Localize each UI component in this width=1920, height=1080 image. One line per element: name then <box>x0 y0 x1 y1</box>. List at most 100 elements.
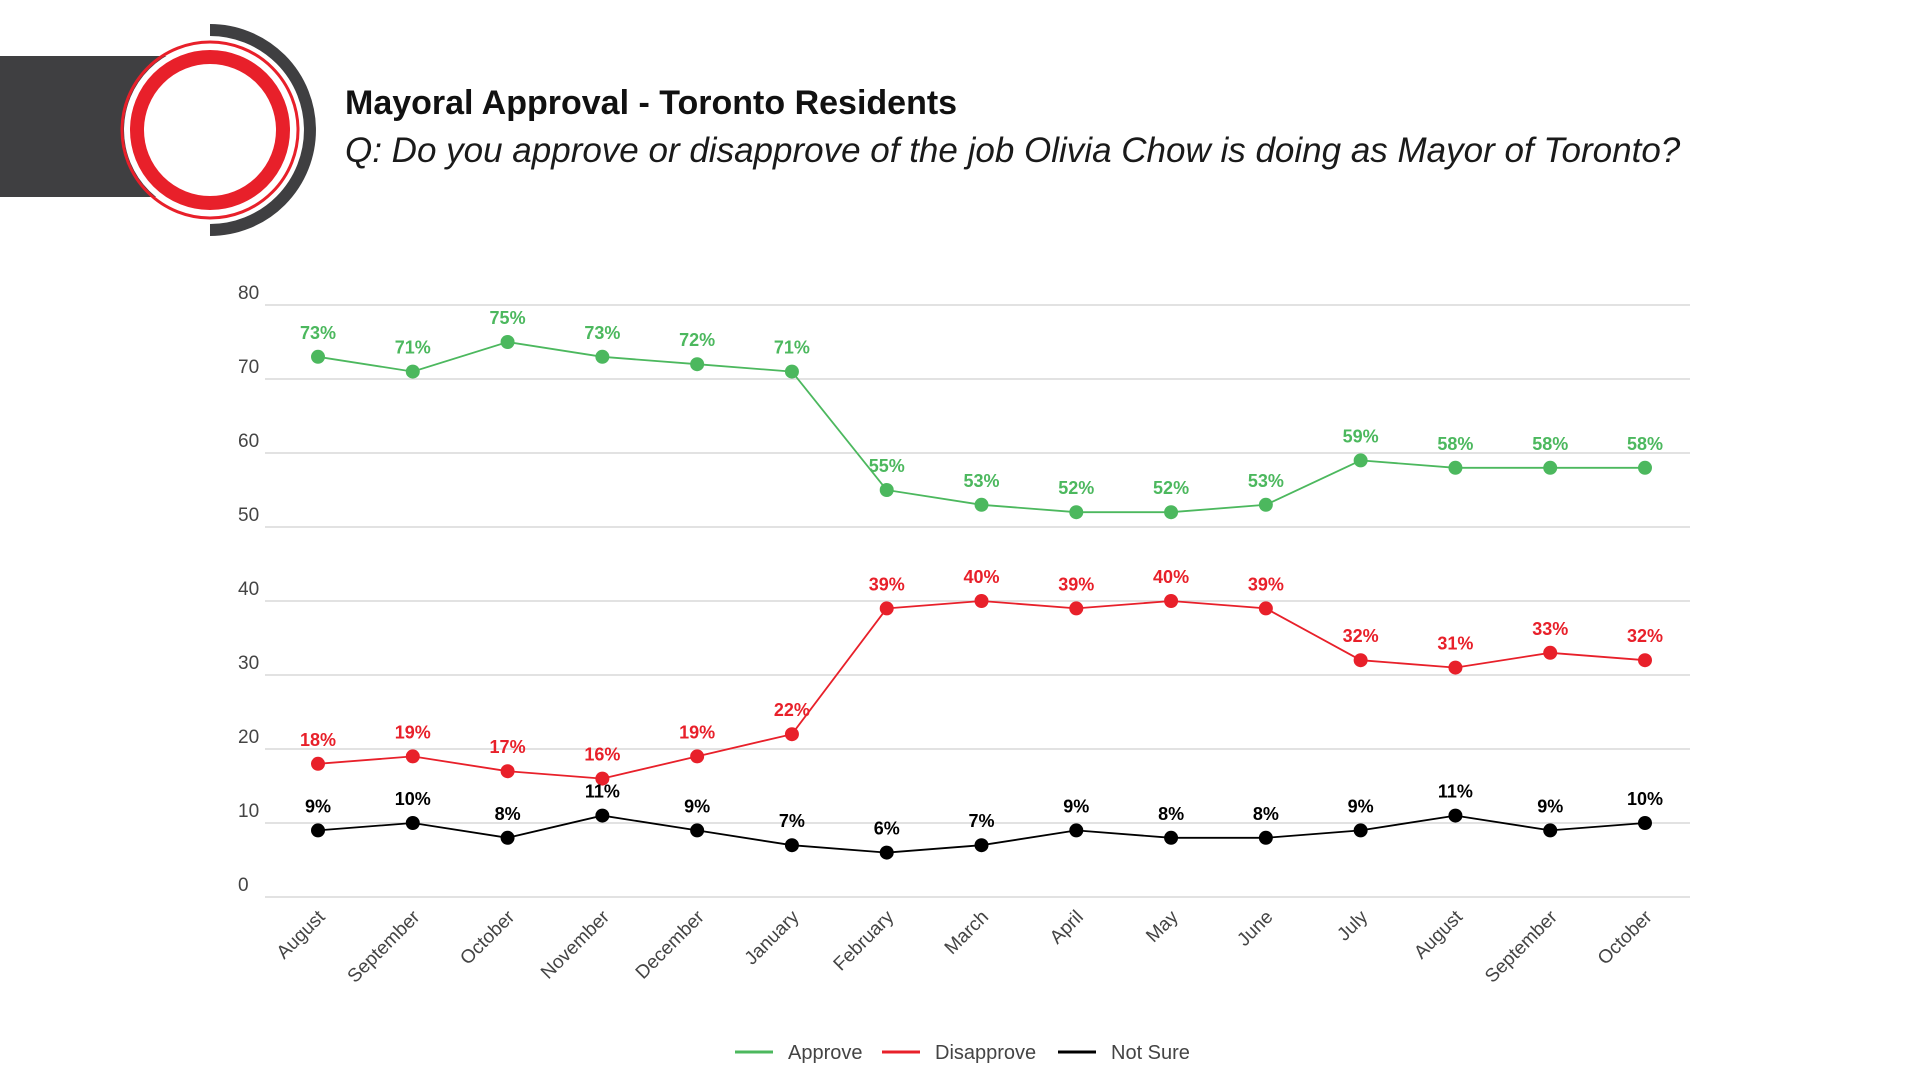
data-point <box>1448 660 1463 675</box>
data-label: 9% <box>1063 796 1089 816</box>
data-point <box>1543 823 1558 838</box>
data-label: 72% <box>679 330 715 350</box>
data-point <box>690 749 705 764</box>
data-label: 32% <box>1343 626 1379 646</box>
x-tick-label: September <box>1481 906 1562 987</box>
data-label: 33% <box>1532 619 1568 639</box>
x-tick-label: October <box>456 906 519 969</box>
y-tick-label: 40 <box>238 579 259 600</box>
data-label: 7% <box>779 811 805 831</box>
data-label: 53% <box>1248 471 1284 491</box>
x-tick-label: January <box>741 906 804 969</box>
data-point <box>879 483 894 497</box>
page-title: Mayoral Approval - Toronto Residents <box>345 84 958 122</box>
data-label: 19% <box>395 722 431 742</box>
page-subtitle: Q: Do you approve or disapprove of the j… <box>345 131 1681 170</box>
data-label: 53% <box>963 471 999 491</box>
x-tick-label: June <box>1233 907 1277 951</box>
x-tick-label: February <box>830 906 899 975</box>
x-tick-label: September <box>344 906 425 987</box>
data-point <box>1258 601 1273 616</box>
data-point <box>1543 460 1558 475</box>
data-point <box>784 727 799 742</box>
data-point <box>879 601 894 616</box>
data-label: 18% <box>300 730 336 750</box>
y-tick-label: 30 <box>238 653 259 674</box>
data-point <box>879 845 894 860</box>
data-label: 22% <box>774 700 810 720</box>
data-label: 10% <box>395 789 431 809</box>
data-point <box>500 335 515 349</box>
data-label: 71% <box>395 338 431 358</box>
data-label: 73% <box>300 323 336 343</box>
legend-label: Approve <box>788 1042 863 1064</box>
data-point <box>595 808 610 823</box>
data-label: 58% <box>1627 434 1663 454</box>
data-point <box>784 838 799 853</box>
y-tick-label: 20 <box>238 727 259 748</box>
data-label: 9% <box>1537 796 1563 816</box>
data-point <box>784 364 799 379</box>
legend-label: Not Sure <box>1111 1042 1190 1064</box>
data-label: 7% <box>968 811 994 831</box>
x-tick-label: July <box>1333 906 1372 945</box>
data-point <box>1638 653 1652 668</box>
data-point <box>405 816 420 830</box>
data-point <box>311 349 325 364</box>
data-label: 59% <box>1343 426 1379 446</box>
data-label: 16% <box>584 745 620 765</box>
x-tick-label: August <box>1410 906 1467 963</box>
data-point <box>1448 460 1463 475</box>
data-label: 39% <box>1058 574 1094 594</box>
data-point <box>974 497 989 512</box>
data-label: 9% <box>1348 796 1374 816</box>
data-point <box>1258 497 1273 512</box>
data-point <box>405 364 420 379</box>
data-label: 75% <box>490 308 526 328</box>
legend-label: Disapprove <box>935 1042 1036 1064</box>
x-tick-label: November <box>537 906 614 983</box>
logo-thick-ring <box>130 50 290 210</box>
data-point <box>1638 816 1652 830</box>
data-label: 11% <box>585 782 620 802</box>
data-point <box>1164 830 1179 845</box>
x-tick-label: April <box>1046 907 1088 949</box>
data-label: 9% <box>684 796 710 816</box>
data-label: 11% <box>1438 782 1473 802</box>
y-tick-label: 80 <box>238 283 259 304</box>
data-label: 19% <box>679 722 715 742</box>
data-label: 39% <box>869 574 905 594</box>
logo-outer-arc <box>209 24 316 236</box>
data-point <box>405 749 420 764</box>
data-label: 40% <box>963 567 999 587</box>
data-point <box>974 838 989 853</box>
data-label: 6% <box>874 819 900 839</box>
data-point <box>311 823 325 838</box>
data-label: 40% <box>1153 567 1189 587</box>
data-label: 73% <box>584 323 620 343</box>
data-point <box>500 764 515 779</box>
data-point <box>1638 460 1652 475</box>
data-point <box>1448 808 1463 823</box>
data-point <box>595 349 610 364</box>
data-point <box>311 756 325 771</box>
data-label: 32% <box>1627 626 1663 646</box>
data-label: 52% <box>1058 478 1094 498</box>
x-tick-label: March <box>941 907 993 959</box>
data-label: 10% <box>1627 789 1663 809</box>
data-label: 58% <box>1437 434 1473 454</box>
y-tick-label: 10 <box>238 801 259 822</box>
data-label: 58% <box>1532 434 1568 454</box>
data-label: 31% <box>1437 634 1473 654</box>
data-label: 55% <box>869 456 905 476</box>
data-point <box>1353 653 1368 668</box>
data-point <box>595 771 610 786</box>
x-tick-label: December <box>632 906 709 983</box>
y-tick-label: 50 <box>238 505 259 526</box>
y-tick-label: 0 <box>238 875 249 896</box>
x-tick-label: August <box>273 906 330 963</box>
data-label: 52% <box>1153 478 1189 498</box>
data-point <box>1069 601 1084 616</box>
data-label: 9% <box>305 796 331 816</box>
data-point <box>1353 823 1368 838</box>
